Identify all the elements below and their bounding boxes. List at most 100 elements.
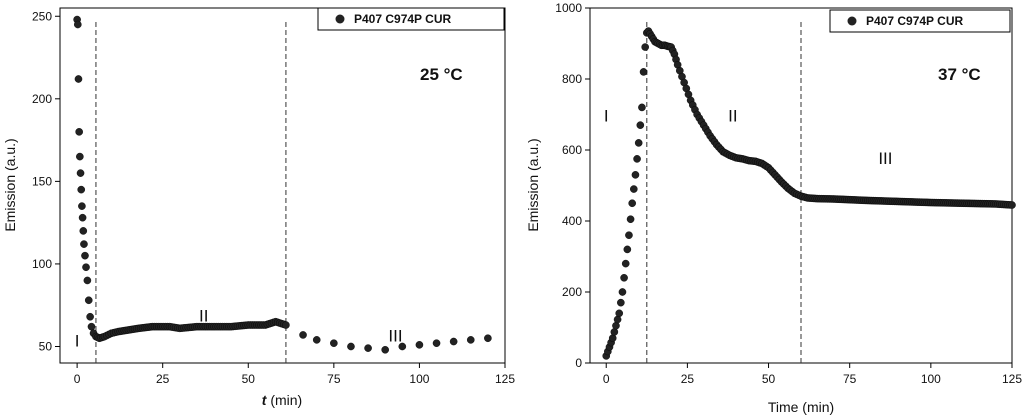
y-tick-label: 150 (32, 174, 52, 188)
y-axis-title: Emission (a.u.) (2, 138, 18, 231)
boundary-lines (646, 22, 802, 363)
data-point (1008, 201, 1016, 209)
data-point (625, 231, 633, 239)
x-tick-label: 125 (495, 372, 515, 386)
data-point (628, 199, 637, 208)
data-point (312, 336, 321, 344)
data-point (282, 321, 290, 329)
legend-label: P407 C974P CUR (354, 12, 452, 26)
data-point (484, 334, 492, 343)
data-point (630, 185, 638, 193)
y-tick-label: 50 (39, 339, 53, 353)
y-tick-label: 200 (32, 92, 52, 106)
data-point (621, 259, 630, 268)
plot-frame (59, 7, 506, 364)
x-tick-label: 25 (156, 372, 170, 386)
data-point (299, 331, 307, 339)
legend: P407 C974P CUR (317, 7, 505, 31)
x-tick-label: 125 (1002, 372, 1022, 386)
y-tick-label: 0 (575, 356, 582, 370)
y-tick-label: 800 (562, 72, 582, 86)
x-tick-label: 100 (921, 372, 941, 386)
data-point (364, 344, 372, 352)
data-point (636, 121, 645, 129)
region-label: II (728, 107, 737, 126)
x-tick-label: 50 (242, 372, 256, 386)
x-tick-label: 0 (603, 372, 610, 386)
legend-label: P407 C974P CUR (866, 14, 964, 28)
x-tick-label: 75 (843, 372, 857, 386)
data-points (602, 27, 1016, 360)
data-point (78, 202, 86, 210)
x-tick-label: 100 (409, 372, 429, 386)
legend: P407 C974P CUR (829, 9, 1011, 33)
data-points (73, 15, 492, 354)
data-point (74, 75, 83, 83)
data-point (76, 152, 84, 161)
region-label: II (199, 307, 208, 326)
data-point (623, 245, 632, 254)
data-point (79, 227, 88, 235)
region-label: I (604, 107, 609, 126)
region-label: III (388, 327, 402, 346)
y-tick-label: 100 (32, 257, 52, 271)
legend-marker (847, 16, 857, 26)
temperature-label: 25 °C (420, 65, 463, 84)
temperature-label: 37 °C (938, 65, 981, 84)
x-tick-label: 50 (762, 372, 776, 386)
x-tick-label: 75 (327, 372, 341, 386)
boundary-lines (95, 22, 287, 363)
region-label: I (75, 331, 80, 350)
y-tick-label: 250 (32, 9, 52, 23)
data-point (626, 215, 635, 224)
legend-box (829, 9, 1011, 33)
data-point (87, 322, 96, 331)
data-point (83, 276, 92, 285)
data-point (77, 185, 86, 194)
x-axis-title-italic: t (262, 392, 268, 408)
data-point (641, 43, 649, 51)
data-point (86, 312, 94, 321)
legend-marker (335, 14, 345, 24)
y-tick-label: 400 (562, 214, 582, 228)
data-point (330, 339, 338, 347)
x-ticks: 0 25 50 75 100 125 (74, 363, 515, 386)
data-point (75, 128, 83, 136)
y-tick-label: 1000 (555, 1, 582, 15)
data-point (612, 321, 620, 330)
x-tick-label: 0 (74, 372, 81, 386)
data-point (74, 20, 82, 29)
data-point (618, 288, 627, 296)
y-axis-title: Emission (a.u.) (525, 138, 541, 231)
data-point (82, 263, 90, 272)
data-point (398, 342, 407, 351)
data-point (432, 339, 441, 347)
data-point (81, 251, 89, 260)
data-point (80, 240, 88, 248)
data-point (76, 169, 85, 177)
x-axis-title: Time (min) (768, 399, 834, 415)
data-point (633, 155, 641, 163)
y-tick-label: 600 (562, 143, 582, 157)
y-ticks: 50 100 150 200 250 (32, 9, 60, 353)
data-point (347, 342, 355, 351)
data-point (449, 337, 458, 346)
data-point (639, 68, 648, 76)
data-point (415, 341, 424, 349)
data-point (638, 103, 646, 112)
data-point (631, 171, 640, 179)
region-label: III (878, 149, 892, 168)
data-point (381, 345, 389, 354)
x-axis-title-rest: (min) (266, 392, 302, 408)
data-point (466, 336, 475, 344)
data-point (615, 309, 624, 318)
data-point (620, 273, 628, 282)
data-point (84, 296, 93, 305)
y-ticks: 0 200 400 600 800 1000 (555, 1, 590, 370)
x-ticks: 0 25 50 75 100 125 (603, 363, 1022, 386)
x-axis-title: t (min) (262, 392, 302, 408)
